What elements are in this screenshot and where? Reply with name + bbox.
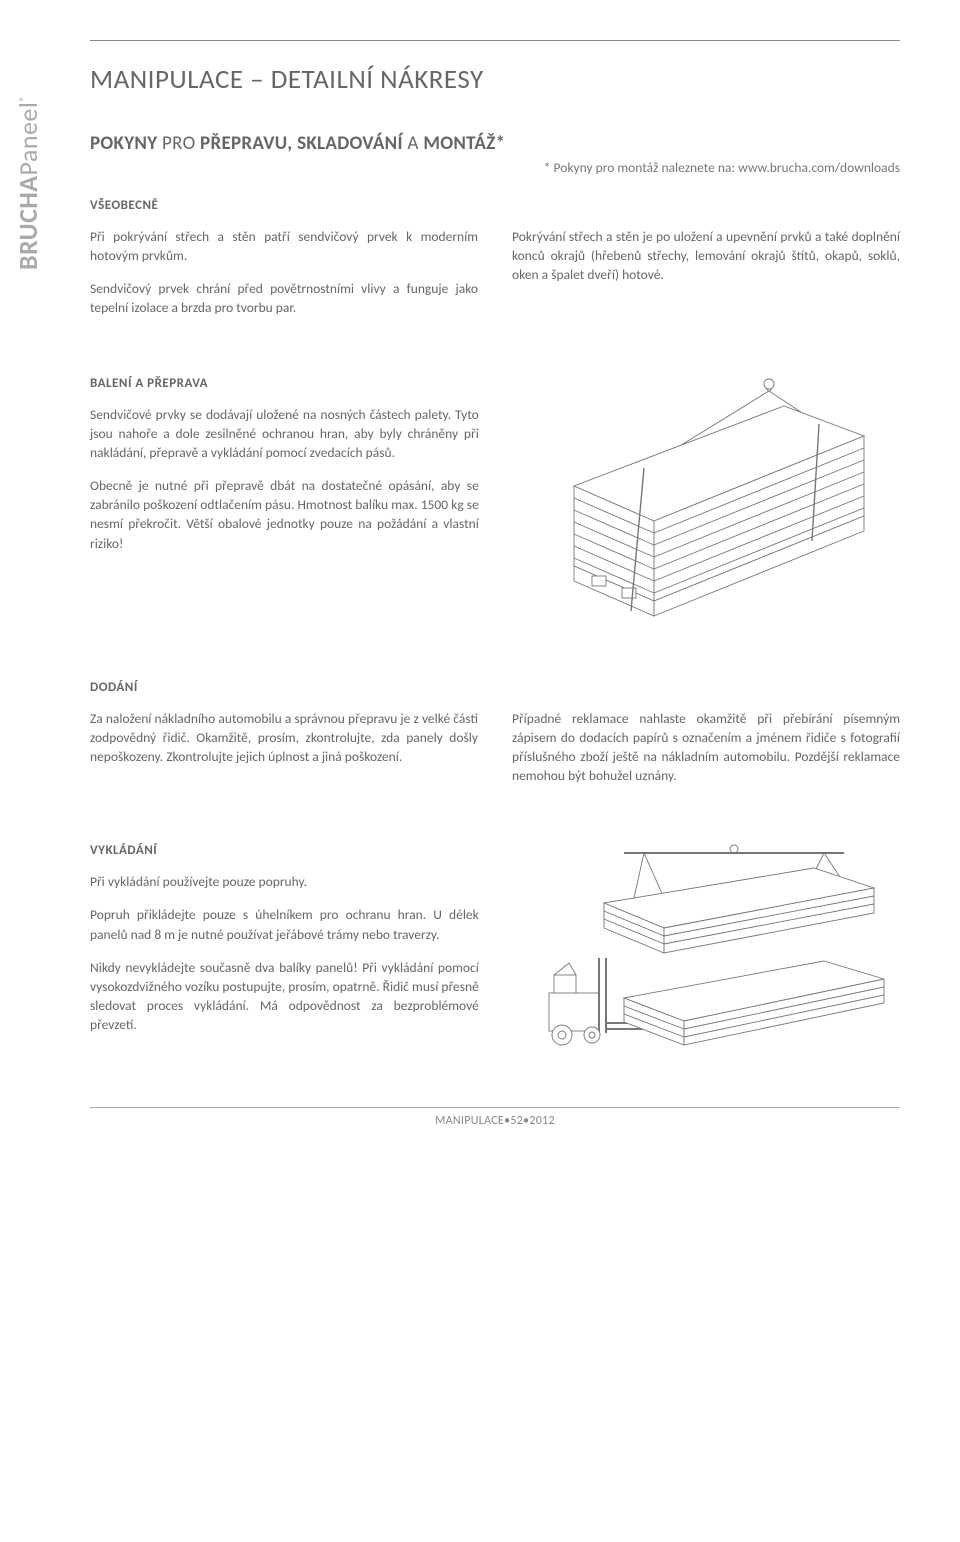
section-packaging: BALENÍ A PŘEPRAVA Sendvičové prvky se do… [90, 376, 900, 636]
brand-bold: BRUCHA [12, 176, 44, 271]
unloading-p1: Při vykládání používejte pouze popruhy. [90, 872, 479, 891]
section-unloading: VYKLÁDÁNÍ Při vykládání používejte pouze… [90, 843, 900, 1063]
general-p1: Při pokrývání střech a stěn patří sendvi… [90, 227, 478, 265]
heading-general: VŠEOBECNĚ [90, 198, 900, 213]
subtitle-note: * Pokyny pro montáž naleznete na: www.br… [90, 159, 900, 176]
brand-vertical: BRUCHAPaneel® [12, 95, 44, 270]
title-strong: MANIPULACE – DETAILNÍ [90, 63, 374, 96]
footer-rule [90, 1107, 900, 1108]
section-delivery: DODÁNÍ Za naložení nákladního automobilu… [90, 680, 900, 800]
crane-panel-illustration [514, 376, 894, 636]
subtitle-m1: PRO [157, 132, 200, 155]
subtitle: POKYNY PRO PŘEPRAVU, SKLADOVÁNÍ A MONTÁŽ… [90, 132, 505, 155]
brand-reg: ® [17, 95, 31, 102]
delivery-p1: Za naložení nákladního automobilu a sprá… [90, 709, 478, 766]
brand-light: Paneel [12, 102, 44, 176]
heading-delivery: DODÁNÍ [90, 680, 900, 695]
subtitle-m2: A [403, 132, 424, 155]
top-rule [90, 40, 900, 41]
unloading-p3: Nikdy nevykládejte současně dva balíky p… [90, 958, 479, 1035]
unloading-p2: Popruh přikládejte pouze s úhelníkem pro… [90, 905, 479, 943]
general-p3: Pokrývání střech a stěn je po uložení a … [512, 227, 900, 284]
delivery-p2: Případné reklamace nahlaste okamžitě při… [512, 709, 900, 786]
page-title: MANIPULACE – DETAILNÍ NÁKRESY [90, 63, 900, 96]
subtitle-b2: PŘEPRAVU, SKLADOVÁNÍ [200, 132, 403, 155]
packaging-p1: Sendvičové prvky se dodávají uložené na … [90, 405, 479, 462]
general-p2: Sendvičový prvek chrání před povětrnostn… [90, 279, 478, 317]
title-light: NÁKRESY [374, 63, 484, 96]
page-footer: MANIPULACE•52•2012 [90, 1114, 900, 1128]
section-general: VŠEOBECNĚ Při pokrývání střech a stěn pa… [90, 198, 900, 332]
packaging-p2: Obecně je nutné při přepravě dbát na dos… [90, 476, 479, 553]
subtitle-b1: POKYNY [90, 132, 157, 155]
subtitle-b3: MONTÁŽ* [423, 132, 505, 155]
heading-packaging: BALENÍ A PŘEPRAVA [90, 376, 479, 391]
heading-unloading: VYKLÁDÁNÍ [90, 843, 479, 858]
unloading-illustration [514, 843, 894, 1063]
